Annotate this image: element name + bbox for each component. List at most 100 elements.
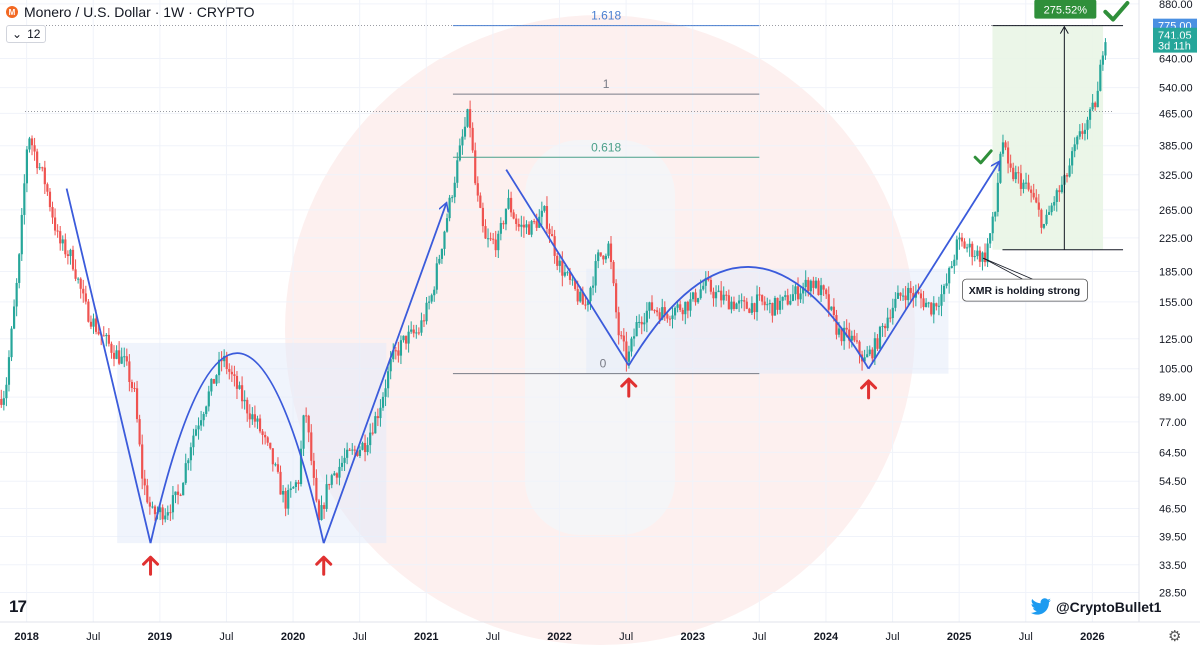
candle-down xyxy=(322,505,326,509)
candle-up xyxy=(440,248,444,259)
candle-down xyxy=(471,127,474,151)
candle-up xyxy=(164,515,167,520)
candle-up xyxy=(594,261,597,286)
candle-down xyxy=(41,167,44,169)
candle-down xyxy=(776,297,779,310)
candle-down xyxy=(89,321,93,327)
candle-up xyxy=(948,268,951,284)
candle-down xyxy=(658,312,661,320)
rounded-bottom-arc xyxy=(149,352,325,544)
y-tick-label: 325.00 xyxy=(1159,170,1193,182)
settings-gear-icon[interactable]: ⚙ xyxy=(1168,628,1182,645)
candle-down xyxy=(417,332,420,334)
candle-down xyxy=(271,448,274,465)
candle-down xyxy=(258,418,262,432)
candle-up xyxy=(632,336,636,339)
candle-down xyxy=(727,295,730,310)
candle-down xyxy=(650,302,654,311)
candle-down xyxy=(312,460,315,478)
candle-up xyxy=(814,280,818,288)
candle-down xyxy=(743,300,746,302)
candle-up xyxy=(187,460,190,464)
candle-down xyxy=(753,303,756,313)
candle-down xyxy=(228,369,231,372)
candle-down xyxy=(620,335,623,337)
candle-down xyxy=(1037,202,1040,210)
candle-up xyxy=(1055,190,1058,202)
candle-up xyxy=(384,388,387,397)
candle-down xyxy=(817,280,820,296)
x-tick-label: 2020 xyxy=(281,631,305,643)
candle-up xyxy=(850,335,853,341)
candle-up xyxy=(38,167,41,169)
twitter-bird-icon xyxy=(1030,598,1051,615)
candle-down xyxy=(899,292,902,296)
x-tick-label: 2018 xyxy=(14,631,38,643)
candle-down xyxy=(84,293,87,302)
candle-down xyxy=(855,340,859,342)
candle-down xyxy=(1030,189,1033,193)
candle-up xyxy=(299,448,303,485)
candle-up xyxy=(445,218,449,232)
candle-down xyxy=(522,224,525,228)
monero-logo-icon: M xyxy=(6,6,18,18)
candle-up xyxy=(415,332,418,334)
candle-up xyxy=(287,490,290,509)
candle-down xyxy=(845,327,848,330)
candle-up xyxy=(174,491,177,496)
indicator-count-toggle[interactable]: ⌄ 12 xyxy=(6,25,47,43)
candle-down xyxy=(51,207,54,218)
candle-up xyxy=(684,301,687,315)
candle-up xyxy=(607,243,610,256)
price-tag-countdown xyxy=(1153,38,1197,53)
candle-up xyxy=(387,371,390,389)
candle-down xyxy=(253,414,257,422)
candle-up xyxy=(737,300,741,304)
trend-line xyxy=(65,188,152,544)
candle-up xyxy=(976,250,979,257)
candle-down xyxy=(686,301,689,311)
x-tick-label: 2022 xyxy=(547,631,571,643)
measure-percent-label: 275.52% xyxy=(1044,5,1088,17)
candle-up xyxy=(901,295,905,297)
candle-up xyxy=(781,296,784,301)
x-tick-label: 2019 xyxy=(148,631,172,643)
y-tick-label: 125.00 xyxy=(1159,334,1193,346)
candle-down xyxy=(310,432,313,461)
candle-up xyxy=(1096,90,1099,108)
candle-up xyxy=(896,292,900,299)
candle-up xyxy=(28,138,31,150)
candle-down xyxy=(653,310,656,312)
candle-up xyxy=(932,303,935,315)
candle-down xyxy=(363,442,367,453)
candle-up xyxy=(525,224,528,228)
candle-down xyxy=(276,464,280,472)
candle-up xyxy=(105,334,108,337)
candle-up xyxy=(766,304,769,306)
candle-down xyxy=(550,234,554,237)
candle-down xyxy=(376,416,379,419)
candle-up xyxy=(456,160,459,183)
candle-down xyxy=(307,415,310,433)
candle-up xyxy=(520,224,523,227)
candle-up xyxy=(1042,223,1046,228)
candle-down xyxy=(397,350,400,356)
candle-down xyxy=(681,309,684,315)
candle-up xyxy=(23,183,26,215)
candle-up xyxy=(289,488,292,491)
candle-down xyxy=(261,431,264,435)
candle-up xyxy=(630,338,633,352)
tradingview-logo[interactable]: 17 xyxy=(9,597,27,617)
y-tick-label: 385.00 xyxy=(1159,141,1193,153)
candle-up xyxy=(281,491,285,495)
indicator-count: 12 xyxy=(27,27,41,41)
candle-down xyxy=(148,502,151,507)
candle-down xyxy=(297,482,300,485)
candle-up xyxy=(389,359,392,372)
candle-down xyxy=(48,191,52,208)
candle-down xyxy=(548,228,551,235)
candle-down xyxy=(732,301,736,309)
candle-down xyxy=(707,277,710,280)
